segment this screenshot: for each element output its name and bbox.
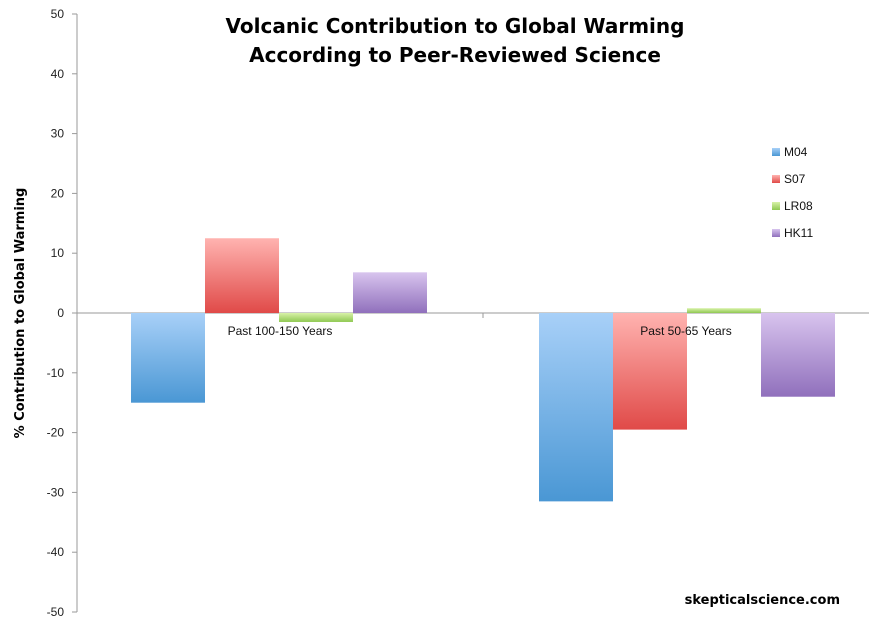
y-tick-label: 10	[51, 246, 65, 260]
legend-label-lr08: LR08	[784, 199, 813, 213]
y-tick-label: 50	[51, 7, 65, 21]
y-ticks: 50 40 30 20 10 0 -10 -20 -30 -40 -50	[47, 7, 77, 619]
y-tick-label: 0	[57, 306, 64, 320]
legend-label-hk11: HK11	[784, 226, 813, 240]
category-label: Past 100-150 Years	[228, 324, 333, 338]
legend-label-s07: S07	[784, 172, 806, 186]
legend-swatch-m04	[772, 148, 780, 156]
legend-swatch-hk11	[772, 229, 780, 237]
bar-s07-2	[613, 313, 687, 430]
legend-swatch-lr08	[772, 202, 780, 210]
y-tick-label: -50	[47, 605, 65, 619]
y-tick-label: 20	[51, 186, 65, 200]
legend: M04 S07 LR08 HK11	[772, 145, 813, 240]
chart-title-line-1: Volcanic Contribution to Global Warming	[226, 14, 685, 38]
bar-lr08-1	[279, 313, 353, 322]
bar-hk11-2	[761, 313, 835, 397]
bar-s07-1	[205, 238, 279, 313]
y-tick-label: 40	[51, 67, 65, 81]
bar-lr08-2	[687, 308, 761, 313]
y-tick-label: -10	[47, 366, 65, 380]
y-tick-label: -30	[47, 485, 65, 499]
credit-text: skepticalscience.com	[685, 593, 840, 608]
category-labels: Past 100-150 Years Past 50-65 Years	[228, 324, 732, 338]
bar-m04-1	[131, 313, 205, 403]
y-tick-label: -20	[47, 426, 65, 440]
bars	[131, 238, 835, 502]
chart-title-line-2: According to Peer-Reviewed Science	[249, 43, 661, 67]
bar-hk11-1	[353, 272, 427, 313]
category-label: Past 50-65 Years	[640, 324, 731, 338]
legend-label-m04: M04	[784, 145, 808, 159]
y-tick-label: -40	[47, 545, 65, 559]
y-tick-label: 30	[51, 127, 65, 141]
legend-swatch-s07	[772, 175, 780, 183]
y-axis-label: % Contribution to Global Warming	[13, 188, 28, 439]
bar-m04-2	[539, 313, 613, 502]
